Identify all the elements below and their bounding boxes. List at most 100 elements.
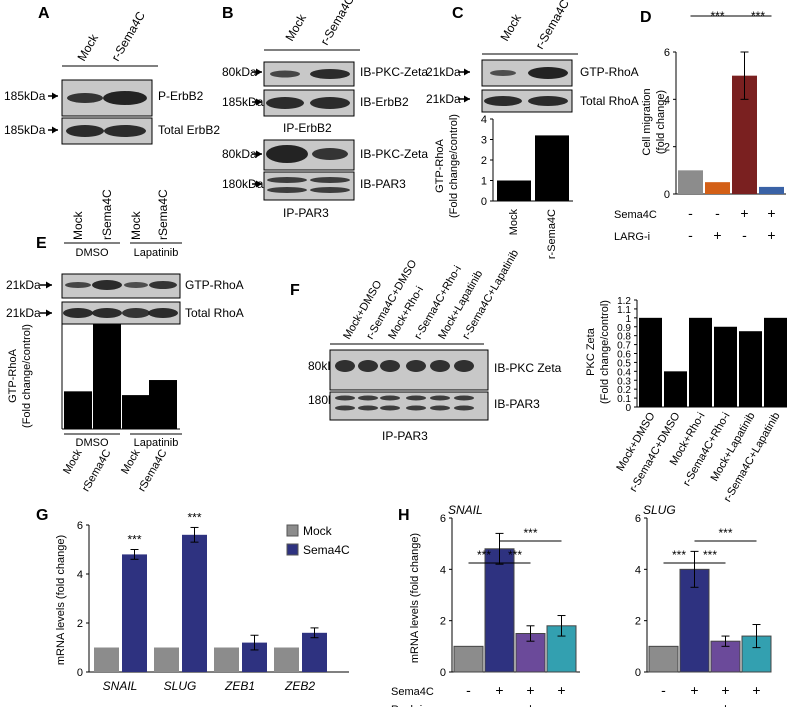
panel-label-G: G: [36, 507, 48, 524]
sign: +: [767, 205, 775, 221]
blot-band: [358, 395, 378, 401]
arrow-head: [46, 309, 52, 317]
x-tick-label: Mock: [119, 447, 143, 476]
y-tick-label: 0.5: [617, 358, 631, 369]
blot-band: [430, 360, 450, 372]
blot-band: [358, 360, 378, 372]
band-label: Total ErbB2: [158, 123, 220, 137]
sign: +: [690, 682, 698, 698]
y-tick-label: 1.2: [617, 296, 631, 307]
x-tick-label: SNAIL: [103, 679, 138, 693]
bar: [678, 170, 703, 194]
blot-band: [528, 96, 568, 106]
bar: [274, 647, 299, 672]
blot-band: [406, 360, 426, 372]
y-axis-label: (fold change): [655, 90, 667, 154]
lane-label: Mock: [129, 210, 143, 240]
bar: [714, 326, 737, 407]
y-axis-label: PKC Zeta: [585, 327, 597, 376]
lane-label: rSema4C: [100, 189, 114, 240]
mw-label: 185kDa: [4, 123, 46, 137]
blot-band: [406, 405, 426, 411]
band-label: IB-PAR3: [494, 397, 540, 411]
arrow-head: [464, 68, 470, 76]
blot-band: [148, 308, 178, 318]
sign: +: [713, 227, 721, 243]
x-tick-label: r-Sema4C: [546, 209, 558, 259]
band-label: GTP-RhoA: [185, 278, 244, 292]
y-tick-label: 4: [664, 94, 670, 106]
bar: [739, 331, 762, 407]
blot-band: [66, 125, 104, 137]
bar: [182, 534, 207, 672]
y-tick-label: 0: [635, 667, 641, 679]
mw-label: 180kDa: [222, 177, 264, 191]
sign: -: [497, 700, 502, 707]
group-label: DMSO: [76, 437, 109, 449]
blot-strip: [263, 171, 355, 201]
sign: +: [495, 682, 503, 698]
panel-label-A: A: [38, 5, 50, 22]
y-axis-label: Cell migration: [641, 88, 653, 155]
row-label: LARG-i: [614, 231, 650, 243]
band-label: Total RhoA: [185, 306, 244, 320]
y-tick-label: 6: [635, 513, 641, 525]
band-label: IB-PKC Zeta: [494, 361, 562, 375]
significance-label: ***: [751, 9, 765, 23]
bar: [535, 135, 569, 201]
bar: [664, 371, 687, 407]
y-axis-label: mRNA levels (fold change): [55, 535, 67, 665]
y-tick-label: 6: [664, 47, 670, 59]
y-tick-label: 2: [481, 155, 487, 167]
row-label: Rock-i: [391, 704, 422, 707]
blot-band: [454, 395, 474, 401]
bar: [64, 391, 92, 429]
group-label: Lapatinib: [134, 437, 179, 449]
blot-band: [310, 187, 350, 193]
blot-band: [380, 405, 400, 411]
y-tick-label: 0.4: [617, 367, 631, 378]
group-label: DMSO: [76, 247, 109, 259]
sign: +: [526, 700, 534, 707]
significance-label: ***: [710, 9, 724, 23]
ip-label: IP-ErbB2: [283, 121, 332, 135]
lane-label-mock: Mock: [497, 11, 524, 44]
sign: +: [557, 682, 565, 698]
panel-label-E: E: [36, 235, 47, 252]
band-label: IB-PKC-Zeta: [360, 65, 428, 79]
blot-band: [122, 308, 150, 318]
y-axis-label: (Fold change/control): [21, 324, 33, 428]
y-tick-label: 1: [481, 176, 487, 188]
blot-band: [380, 395, 400, 401]
y-tick-label: 0.6: [617, 350, 631, 361]
mw-label: 185kDa: [222, 95, 264, 109]
lane-label-r-sema4c: r-Sema4C: [532, 0, 572, 52]
mw-label: 185kDa: [4, 89, 46, 103]
panel-label-B: B: [222, 5, 234, 22]
arrow-head: [52, 92, 58, 100]
blot-band: [335, 395, 355, 401]
sign: +: [526, 682, 534, 698]
blot-band: [104, 125, 146, 137]
band-label: P-ErbB2: [158, 89, 204, 103]
y-tick-label: 1: [625, 314, 631, 325]
mw-label: 80kDa: [222, 147, 257, 161]
chart-title: SLUG: [643, 503, 676, 517]
y-axis-label: (Fold change/control): [448, 114, 460, 218]
blot-band: [103, 91, 147, 105]
blot-band: [335, 360, 355, 372]
blot-band: [310, 69, 350, 79]
sign: -: [692, 700, 697, 707]
legend-swatch: [286, 543, 299, 556]
bar: [453, 645, 484, 673]
blot-band: [266, 145, 308, 163]
y-tick-label: 0.1: [617, 394, 631, 405]
y-tick-label: 2: [440, 616, 446, 628]
blot-band: [92, 308, 122, 318]
y-tick-label: 0: [625, 403, 631, 414]
panel-label-F: F: [290, 282, 300, 299]
y-axis-label: (Fold change/control): [599, 300, 611, 404]
significance-label: ***: [477, 548, 491, 562]
y-tick-label: 6: [440, 513, 446, 525]
